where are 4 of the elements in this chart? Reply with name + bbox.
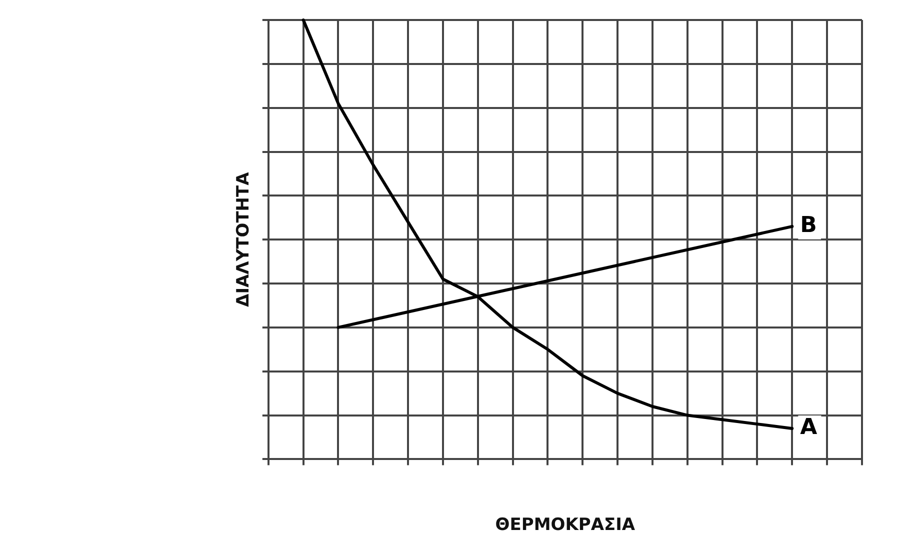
x-axis-title: ΘΕΡΜΟΚΡΑΣΙΑ — [495, 515, 636, 536]
series-label: A — [800, 415, 818, 440]
series-label: B — [800, 213, 817, 238]
y-axis-title: ΔΙΑΛΥΤΟΤΗΤΑ — [234, 171, 254, 307]
